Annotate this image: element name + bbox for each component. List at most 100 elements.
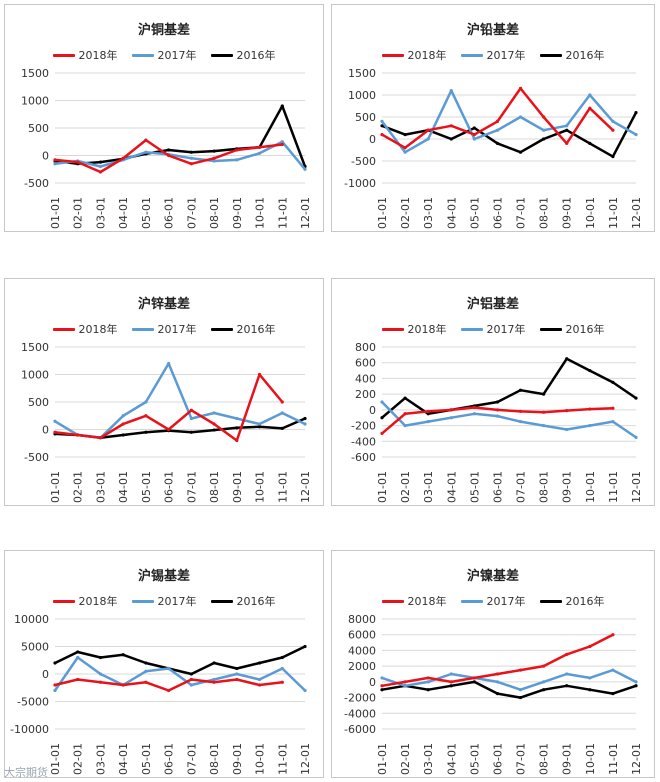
data-point: [380, 431, 384, 436]
legend-label: 2016年: [565, 323, 605, 336]
legend-swatch: [210, 599, 233, 603]
data-point: [144, 400, 148, 404]
chart-title: 沪铜基差: [137, 23, 190, 38]
data-point: [235, 666, 239, 671]
data-point: [449, 416, 453, 420]
x-tick-label: 09-01: [231, 197, 244, 229]
x-tick-label: 05-01: [140, 471, 153, 503]
x-tick-label: 03-01: [94, 471, 107, 503]
x-tick-label: 02-01: [72, 743, 85, 775]
data-point: [403, 150, 407, 154]
data-point: [144, 669, 148, 673]
y-tick-label: 10000: [14, 613, 49, 626]
legend-label: 2017年: [486, 323, 526, 336]
data-point: [189, 150, 193, 154]
data-point: [144, 661, 148, 665]
x-tick-label: 10-01: [254, 197, 267, 229]
data-point: [611, 633, 615, 637]
x-tick-label: 11-01: [607, 743, 620, 775]
data-point: [212, 680, 216, 684]
legend-label: 2017年: [486, 595, 526, 608]
data-point: [212, 428, 216, 432]
legend-swatch: [52, 599, 75, 603]
data-point: [53, 683, 57, 687]
chart-title: 沪锡基差: [137, 569, 190, 584]
y-tick-label: -600: [351, 451, 376, 464]
y-tick-label: 0: [42, 668, 49, 681]
data-point: [257, 422, 262, 426]
data-point: [98, 170, 103, 174]
data-point: [634, 133, 638, 137]
y-tick-label: 1500: [21, 341, 49, 354]
series-line: [54, 140, 306, 171]
x-tick-label: 05-01: [468, 197, 481, 229]
series-line: [381, 401, 637, 439]
y-tick-label: 0: [42, 150, 49, 163]
legend-item: 2017年: [460, 47, 526, 63]
legend-item: 2018年: [52, 321, 118, 337]
data-point: [495, 141, 500, 145]
data-point: [495, 119, 500, 123]
y-tick-label: -1000: [344, 177, 376, 190]
data-point: [76, 650, 80, 654]
series-line: [381, 112, 638, 158]
chart-legend: 2018年 2017年 2016年: [5, 47, 323, 63]
legend-item: 2018年: [381, 321, 447, 337]
y-tick-label: -10000: [10, 723, 49, 736]
data-point: [518, 420, 523, 424]
data-point: [280, 426, 284, 430]
y-tick-label: -500: [24, 177, 49, 190]
y-tick-label: 1500: [21, 67, 49, 80]
legend-swatch: [539, 53, 562, 57]
data-point: [235, 148, 239, 152]
data-point: [121, 683, 125, 687]
legend-swatch: [460, 327, 483, 331]
chart-legend: 2018年 2017年 2016年: [332, 593, 654, 609]
chart-panel-nickel: 沪镍基差 2018年 2017年 2016年 -6000 -4000 -2000 0 2000 4…: [331, 550, 655, 778]
data-point: [426, 680, 430, 684]
data-point: [495, 128, 500, 132]
data-point: [257, 683, 262, 687]
x-tick-label: 09-01: [561, 743, 574, 775]
data-point: [542, 128, 546, 132]
x-tick-label: 12-01: [299, 471, 312, 503]
data-point: [495, 692, 500, 696]
y-tick-label: 1000: [21, 369, 49, 382]
data-point: [98, 672, 103, 676]
data-point: [144, 414, 148, 418]
data-point: [472, 680, 476, 684]
chart-legend: 2018年 2017年 2016年: [332, 321, 654, 337]
data-point: [303, 422, 307, 426]
data-point: [189, 683, 193, 687]
data-point: [449, 672, 453, 676]
data-point: [53, 419, 57, 423]
chart-plot: -10000 -5000 0 5000 10000 01-01 02-01 03-01 04-0…: [10, 613, 312, 775]
y-tick-label: 0: [369, 133, 376, 146]
y-tick-label: 600: [355, 357, 376, 370]
x-tick-label: 08-01: [208, 471, 221, 503]
data-point: [380, 684, 384, 688]
y-tick-label: 1000: [21, 95, 49, 108]
data-point: [403, 412, 407, 416]
x-tick-label: 04-01: [117, 197, 130, 229]
y-tick-label: -2000: [344, 692, 376, 705]
data-point: [426, 676, 430, 680]
data-point: [495, 414, 500, 418]
x-tick-label: 10-01: [254, 471, 267, 503]
data-point: [472, 126, 476, 130]
data-point: [403, 133, 407, 137]
chart-title: 沪铅基差: [466, 23, 519, 38]
x-tick-label: 06-01: [163, 743, 176, 775]
data-point: [611, 420, 615, 424]
x-tick-label: 08-01: [538, 197, 551, 229]
x-tick-label: 07-01: [185, 743, 198, 775]
y-tick-label: 800: [355, 341, 376, 354]
data-point: [235, 672, 239, 676]
data-point: [588, 141, 592, 145]
data-point: [144, 150, 148, 154]
chart-title: 沪铝基差: [466, 297, 519, 312]
x-tick-label: 07-01: [515, 197, 528, 229]
x-tick-label: 08-01: [538, 471, 551, 503]
data-point: [565, 672, 569, 676]
data-point: [98, 164, 103, 169]
